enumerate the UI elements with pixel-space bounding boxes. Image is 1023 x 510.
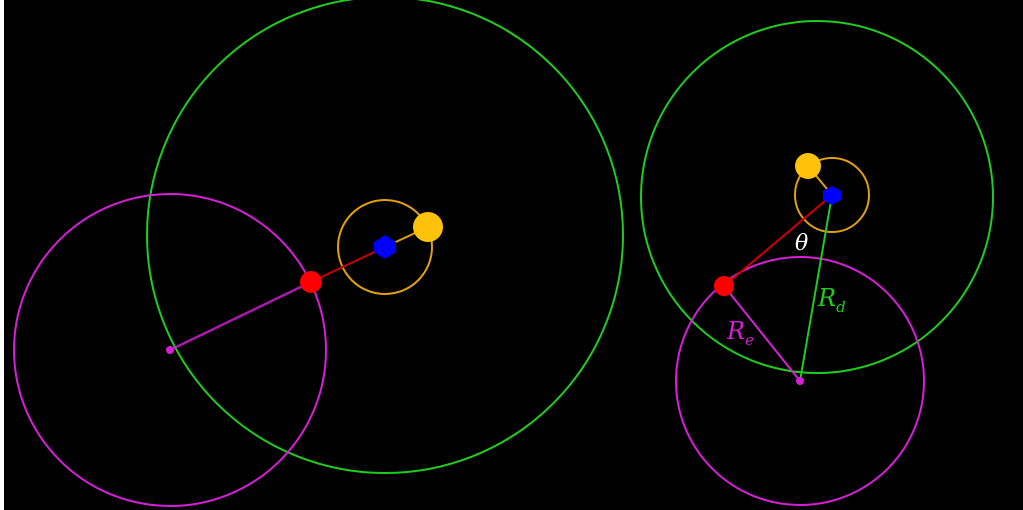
left-yellow-point	[413, 212, 443, 242]
left-center-point	[374, 235, 396, 259]
left-red-connector-line	[310, 246, 386, 283]
re-label: Re	[726, 317, 754, 349]
right-outer-deferent-circle	[640, 20, 994, 374]
left-red-point	[300, 271, 322, 293]
right-eccentric-circle	[675, 256, 925, 506]
rd-label-main: R	[817, 284, 836, 312]
right-yellow-point	[795, 153, 821, 179]
left-inner-epicycle-circle	[337, 199, 433, 295]
right-diagram: θ Rd Re	[640, 20, 994, 506]
right-center-point	[823, 186, 841, 205]
right-inner-epicycle-circle	[794, 157, 870, 233]
diagram-canvas: θ Rd Re	[4, 0, 1023, 510]
right-rd-line	[799, 194, 833, 382]
left-eccentric-circle	[13, 193, 327, 507]
left-eccentric-radius-line	[169, 280, 312, 352]
right-red-point	[714, 276, 734, 296]
left-eccentric-point	[166, 346, 174, 354]
right-eccentric-point	[796, 377, 804, 385]
re-label-main: R	[726, 317, 745, 345]
right-re-line	[723, 285, 801, 382]
left-outer-deferent-circle	[146, 0, 624, 474]
rd-label-subscript: d	[836, 298, 846, 316]
rd-label: Rd	[817, 284, 846, 316]
theta-label: θ	[795, 231, 808, 256]
diagram-svg: θ Rd Re	[13, 0, 994, 507]
re-label-subscript: e	[745, 331, 754, 349]
right-red-connector-line	[723, 194, 833, 287]
left-diagram	[13, 0, 624, 507]
